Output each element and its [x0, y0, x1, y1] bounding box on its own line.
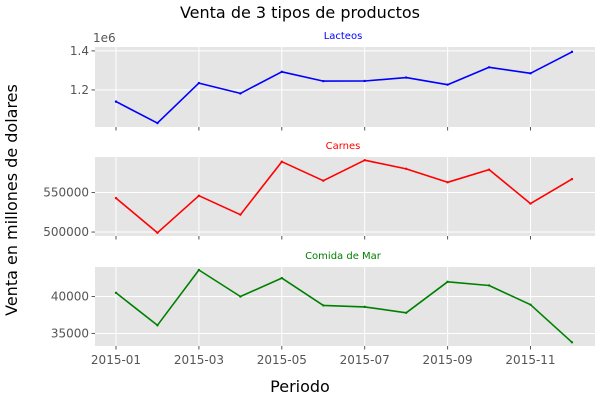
- y-tick-label: 35000: [51, 326, 89, 340]
- panel-title: Lacteos: [324, 31, 363, 42]
- data-point: [404, 167, 408, 171]
- data-point: [570, 50, 574, 54]
- data-point: [363, 79, 366, 83]
- x-axis-label: Periodo: [270, 377, 330, 396]
- y-tick-label: 550000: [43, 186, 89, 200]
- x-tick-label: 2015-07: [340, 353, 390, 367]
- data-point: [114, 196, 118, 200]
- panel-1: 1.2 1.4 1e6 Lacteos: [70, 31, 595, 131]
- y-tick-label: 1.4: [70, 44, 89, 58]
- x-tick-label: 2015-05: [257, 353, 307, 367]
- data-point: [239, 213, 242, 216]
- data-point: [280, 160, 283, 163]
- data-point: [570, 341, 574, 344]
- data-point: [239, 295, 242, 298]
- x-tick-label: 2015-09: [423, 353, 473, 367]
- data-point: [529, 72, 532, 75]
- chart-title: Venta de 3 tipos de productos: [180, 3, 420, 22]
- y-tick-label: 1.2: [70, 83, 89, 97]
- data-point: [529, 303, 532, 306]
- data-point: [197, 81, 201, 85]
- series-line-0: [115, 51, 573, 124]
- data-point: [446, 83, 449, 86]
- data-point: [156, 231, 159, 235]
- panel-background: [95, 157, 595, 236]
- data-point: [322, 304, 325, 307]
- panel-2: 500000 550000 Carnes: [43, 141, 595, 240]
- data-point: [156, 121, 159, 125]
- data-point: [570, 177, 574, 181]
- data-point: [404, 311, 408, 314]
- data-point: [114, 291, 118, 295]
- panels-layer: 1.2 1.4 1e6 Lacteos 500000 550000 Carnes 35000 4…: [43, 31, 595, 367]
- data-point: [446, 280, 449, 283]
- data-point: [280, 70, 283, 73]
- data-point: [239, 92, 242, 95]
- y-offset-text: 1e6: [93, 31, 116, 45]
- data-point: [197, 268, 201, 272]
- panel-3: 35000 40000 Comida de Mar: [51, 251, 595, 350]
- data-point: [114, 100, 118, 103]
- x-tick-label: 2015-11: [505, 353, 555, 367]
- data-point: [404, 76, 408, 79]
- data-point: [487, 284, 491, 287]
- x-tick-label: 2015-01: [91, 353, 141, 367]
- data-point: [529, 202, 532, 205]
- series-line-1: [115, 159, 573, 234]
- data-point: [322, 179, 325, 182]
- y-tick-label: 40000: [51, 290, 89, 304]
- data-point: [280, 276, 283, 280]
- data-point: [487, 168, 491, 171]
- data-point: [446, 181, 449, 184]
- x-tick-label: 2015-03: [174, 353, 224, 367]
- data-point: [322, 79, 325, 83]
- data-point: [197, 194, 201, 197]
- data-point: [487, 66, 491, 69]
- series-line-2: [115, 269, 573, 343]
- panel-title: Comida de Mar: [305, 251, 382, 262]
- y-axis-label: Venta en millones de dolares: [2, 84, 21, 316]
- panel-title: Carnes: [326, 141, 361, 152]
- data-point: [363, 158, 366, 162]
- data-point: [156, 324, 159, 327]
- data-point: [363, 305, 366, 309]
- panel-background: [95, 47, 595, 127]
- y-tick-label: 500000: [43, 225, 89, 239]
